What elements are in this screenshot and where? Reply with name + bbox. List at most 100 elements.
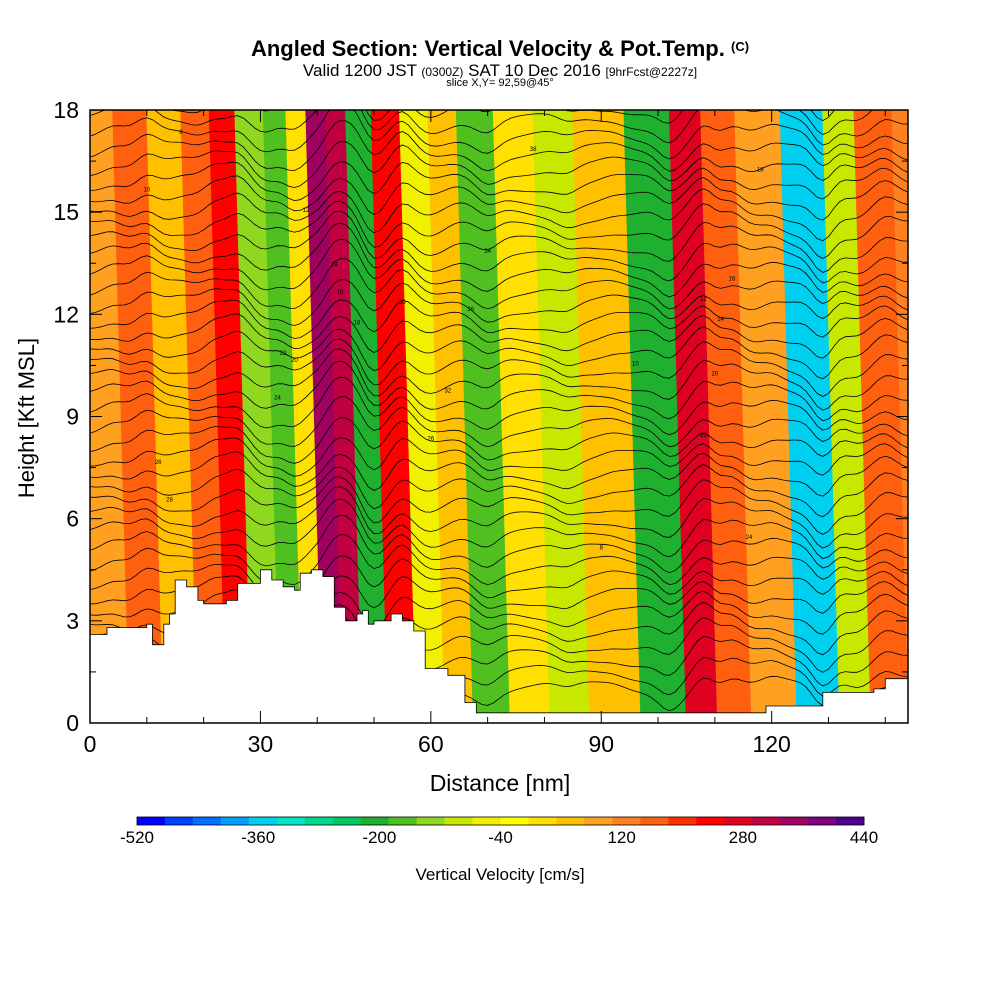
- velocity-band: [492, 110, 551, 723]
- theta-contour: [90, 514, 908, 574]
- contour-label: 32: [445, 389, 452, 395]
- theta-contours: 8 10 12 14 16 18 20 22 24 26 28 30 32 34 36 38 8 10 12 14 16…: [90, 110, 908, 712]
- theta-contour: [90, 313, 908, 359]
- velocity-band: [700, 110, 753, 723]
- forecast-info: [9hrFcst@2227z]: [605, 65, 698, 79]
- colorbar-swatch: [500, 817, 529, 825]
- valid-zulu: (0300Z): [421, 65, 464, 79]
- y-tick-label: 9: [66, 404, 79, 430]
- contour-label: 28: [166, 498, 173, 504]
- chart-title-unit: (C): [731, 39, 750, 54]
- colorbar-label: Vertical Velocity [cm/s]: [415, 865, 584, 884]
- terrain-profile: [89, 569, 909, 724]
- contour-label: 20: [712, 372, 719, 378]
- colorbar-swatch: [556, 817, 585, 825]
- contour-label: 22: [700, 433, 707, 439]
- valid-prefix: Valid 1200 JST: [302, 61, 417, 80]
- contour-label: 16: [337, 290, 344, 296]
- colorbar-swatch: [388, 817, 417, 825]
- theta-contour: [90, 326, 908, 380]
- x-tick-label: 0: [84, 731, 97, 757]
- colorbar-swatch: [276, 817, 306, 825]
- colorbar-swatch: [164, 817, 194, 825]
- theta-contour: [90, 555, 908, 602]
- theta-contour: [90, 338, 908, 397]
- theta-contour: [90, 417, 908, 464]
- y-tick-label: 12: [53, 301, 79, 327]
- theta-contour: [90, 575, 908, 615]
- x-tick-label: 60: [418, 731, 444, 757]
- colorbar-swatch: [192, 817, 222, 825]
- theta-contour: [90, 279, 908, 326]
- contour-label: 24: [746, 535, 753, 541]
- theta-contour: [90, 498, 908, 559]
- x-tick-label: 90: [588, 731, 614, 757]
- colorbar-swatch: [248, 817, 278, 825]
- velocity-band: [208, 110, 253, 723]
- contour-label: 18: [757, 167, 764, 173]
- colorbar-tick-label: 120: [607, 828, 635, 847]
- contour-label: 16: [729, 276, 736, 282]
- theta-contour: [90, 464, 908, 518]
- contour-label: 26: [427, 436, 434, 442]
- slice-info: slice X,Y= 92,59@45°: [446, 77, 554, 89]
- velocity-band: [853, 110, 908, 723]
- velocity-band: [180, 110, 227, 723]
- y-tick-label: 6: [66, 506, 79, 532]
- theta-contour: [90, 238, 908, 298]
- y-tick-label: 18: [53, 97, 79, 123]
- colorbar-tick-label: -520: [120, 828, 154, 847]
- colorbar: -520 -360 -200 -40 120 280 440: [120, 816, 878, 847]
- chart-subtitle: Valid 1200 JST (0300Z) SAT 10 Dec 2016 […: [0, 61, 1000, 81]
- theta-contour: [90, 451, 908, 497]
- colorbar-swatch: [752, 817, 781, 825]
- theta-contour: [90, 486, 908, 549]
- velocity-band: [146, 110, 199, 723]
- velocity-band: [345, 110, 389, 723]
- colorbar-swatch: [780, 817, 809, 825]
- colorbar-swatch: [360, 817, 389, 825]
- valid-date: SAT 10 Dec 2016: [468, 61, 601, 80]
- terrain: [89, 569, 909, 724]
- theta-contour: [90, 175, 908, 221]
- velocity-band: [572, 110, 642, 723]
- colorbar-swatch: [220, 817, 250, 825]
- colorbar-swatch: [304, 817, 334, 825]
- theta-contour: [90, 141, 908, 189]
- theta-contour: [90, 222, 908, 284]
- x-tick-label: 120: [752, 731, 790, 757]
- contour-label: 38: [530, 147, 537, 153]
- colorbar-swatch: [836, 817, 865, 825]
- theta-contour: [90, 348, 908, 411]
- theta-contour: [90, 110, 908, 146]
- x-axis-label: Distance [nm]: [430, 770, 571, 796]
- velocity-band: [668, 110, 719, 723]
- contour-label: 36: [467, 307, 474, 313]
- colorbar-swatch: [640, 817, 669, 825]
- contour-label: 12: [303, 208, 310, 214]
- velocity-band: [455, 110, 511, 723]
- velocity-band: [623, 110, 687, 723]
- contour-label: 26: [155, 460, 162, 466]
- theta-contour: [90, 120, 908, 172]
- colorbar-tick-label: -40: [488, 828, 513, 847]
- theta-contour: [90, 110, 908, 160]
- contour-label: 12: [700, 297, 707, 303]
- theta-contour: [90, 396, 908, 448]
- velocity-band: [112, 110, 165, 723]
- contour-label: 34: [484, 249, 491, 255]
- theta-contour: [90, 376, 908, 436]
- colorbar-swatch: [416, 817, 445, 825]
- colorbar-frame: [136, 816, 865, 826]
- colorbar-swatch: [724, 817, 753, 825]
- colorbar-tick-label: -360: [241, 828, 275, 847]
- velocity-band: [370, 110, 418, 723]
- colorbar-tick-label: 280: [729, 828, 757, 847]
- theta-contour: [90, 589, 908, 635]
- chart-title: Angled Section: Vertical Velocity & Pot.…: [250, 36, 750, 61]
- contour-label: 20: [291, 358, 298, 364]
- contour-label: 14: [331, 263, 338, 269]
- contour-label: 10: [632, 361, 639, 367]
